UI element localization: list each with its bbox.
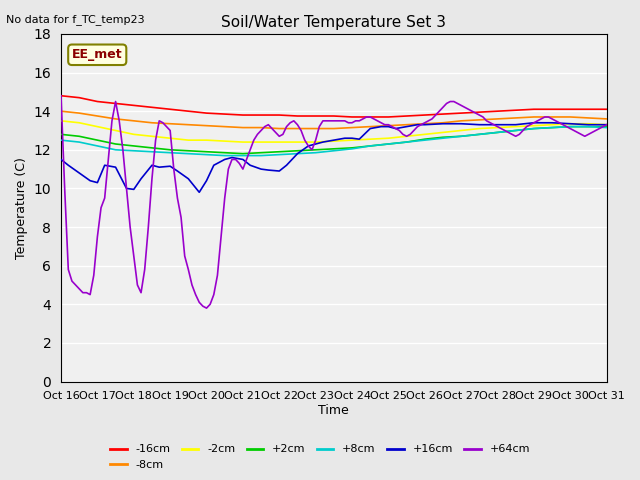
X-axis label: Time: Time	[319, 404, 349, 417]
Text: No data for f_TC_temp23: No data for f_TC_temp23	[6, 14, 145, 25]
Text: EE_met: EE_met	[72, 48, 123, 61]
Legend: -16cm, -8cm, -2cm, +2cm, +8cm, +16cm, +64cm: -16cm, -8cm, -2cm, +2cm, +8cm, +16cm, +6…	[106, 440, 534, 474]
Title: Soil/Water Temperature Set 3: Soil/Water Temperature Set 3	[221, 15, 446, 30]
Y-axis label: Temperature (C): Temperature (C)	[15, 157, 28, 259]
